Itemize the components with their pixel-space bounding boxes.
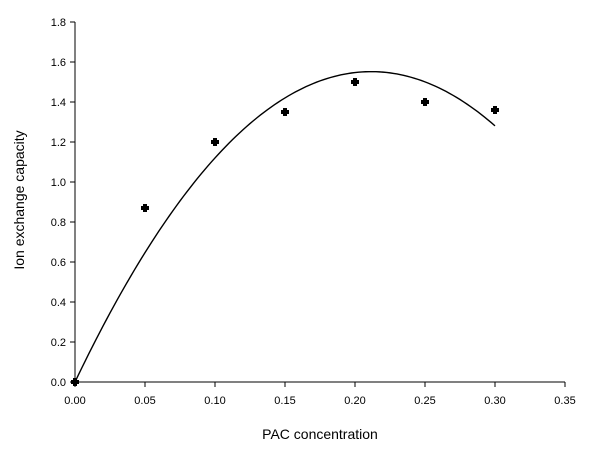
- fit-curve: [74, 70, 496, 383]
- x-tick-label: 0.10: [204, 395, 225, 407]
- y-tick-label: 1.4: [51, 97, 66, 109]
- y-ticks: 0.0 0.2 0.4 0.6 0.8 1.0 1.2 1.4 1.6 1.8: [51, 17, 75, 389]
- data-point-vbar: [73, 378, 77, 386]
- axes: [74, 22, 565, 383]
- data-point-vbar: [283, 108, 287, 116]
- x-axis-label: PAC concentration: [262, 426, 378, 442]
- y-tick-label: 1.2: [51, 137, 66, 149]
- x-tick-label: 0.30: [484, 395, 505, 407]
- x-tick-label: 0.20: [344, 395, 365, 407]
- data-points: [71, 78, 499, 386]
- data-point: [491, 106, 499, 114]
- data-point-vbar: [493, 106, 497, 114]
- x-tick-label: 0.35: [554, 395, 575, 407]
- data-point: [281, 108, 289, 116]
- y-tick-label: 0.4: [51, 297, 66, 309]
- fit-curve-group: [74, 70, 496, 383]
- data-point: [141, 204, 149, 212]
- y-tick-label: 1.6: [51, 57, 66, 69]
- x-tick-label: 0.00: [64, 395, 85, 407]
- data-point: [421, 98, 429, 106]
- data-point-vbar: [213, 138, 217, 146]
- data-point-vbar: [353, 78, 357, 86]
- data-point: [351, 78, 359, 86]
- y-axis-label: Ion exchange capacity: [11, 130, 27, 269]
- data-point-vbar: [143, 204, 147, 212]
- y-tick-label: 0.2: [51, 337, 66, 349]
- y-tick-label: 0.6: [51, 257, 66, 269]
- y-tick-label: 0.0: [51, 377, 66, 389]
- y-tick-label: 0.8: [51, 217, 66, 229]
- data-point-vbar: [423, 98, 427, 106]
- x-tick-label: 0.05: [134, 395, 155, 407]
- data-point: [71, 378, 79, 386]
- x-ticks: 0.00 0.05 0.10 0.15 0.20 0.25 0.30 0.35: [64, 382, 576, 407]
- x-tick-label: 0.15: [274, 395, 295, 407]
- y-tick-label: 1.0: [51, 177, 66, 189]
- y-tick-label: 1.8: [51, 17, 66, 29]
- data-point: [211, 138, 219, 146]
- x-tick-label: 0.25: [414, 395, 435, 407]
